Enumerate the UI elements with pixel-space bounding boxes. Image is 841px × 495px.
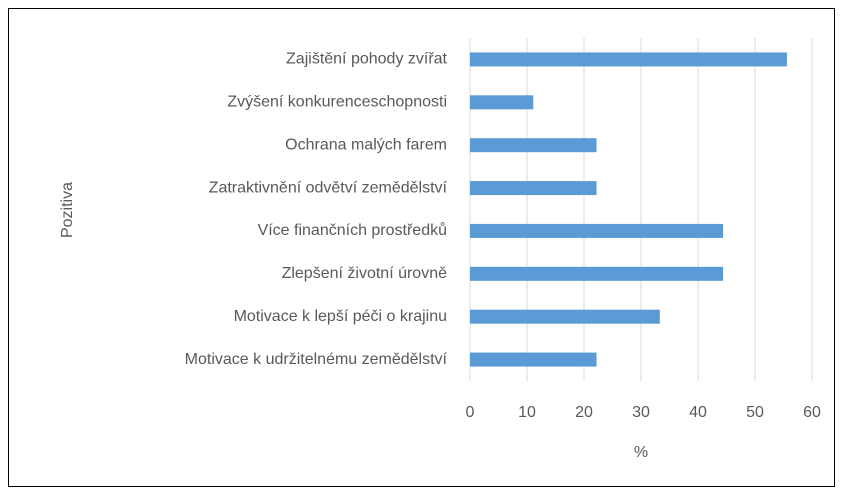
x-tick-label: 30: [632, 404, 650, 421]
bar: [470, 266, 724, 281]
y-tick-label: Motivace k udržitelnému zemědělství: [185, 351, 448, 368]
bar: [470, 95, 534, 110]
chart-border: [8, 8, 835, 487]
y-tick-label: Zajištění pohody zvířat: [286, 51, 448, 68]
x-axis-label: %: [634, 444, 648, 461]
y-tick-label: Motivace k lepší péči o krajinu: [234, 308, 447, 325]
y-tick-label: Zatraktivnění odvětví zemědělství: [209, 179, 448, 196]
bar: [470, 181, 597, 196]
x-tick-label: 50: [746, 404, 764, 421]
bar: [470, 52, 787, 67]
y-tick-label: Ochrana malých farem: [285, 136, 447, 153]
bar: [470, 352, 597, 367]
y-axis-label: Pozitiva: [59, 182, 76, 238]
bar: [470, 138, 597, 153]
y-tick-label: Zvýšení konkurenceschopnosti: [227, 94, 447, 111]
y-tick-label: Více finančních prostředků: [258, 221, 447, 239]
x-tick-label: 60: [803, 404, 821, 421]
x-tick-label: 0: [466, 404, 475, 421]
x-tick-label: 20: [575, 404, 593, 421]
y-tick-label: Zlepšení životní úrovně: [282, 265, 448, 282]
x-tick-label: 10: [518, 404, 536, 421]
x-tick-label: 40: [689, 404, 707, 421]
bar: [470, 309, 660, 324]
bar: [470, 223, 724, 238]
